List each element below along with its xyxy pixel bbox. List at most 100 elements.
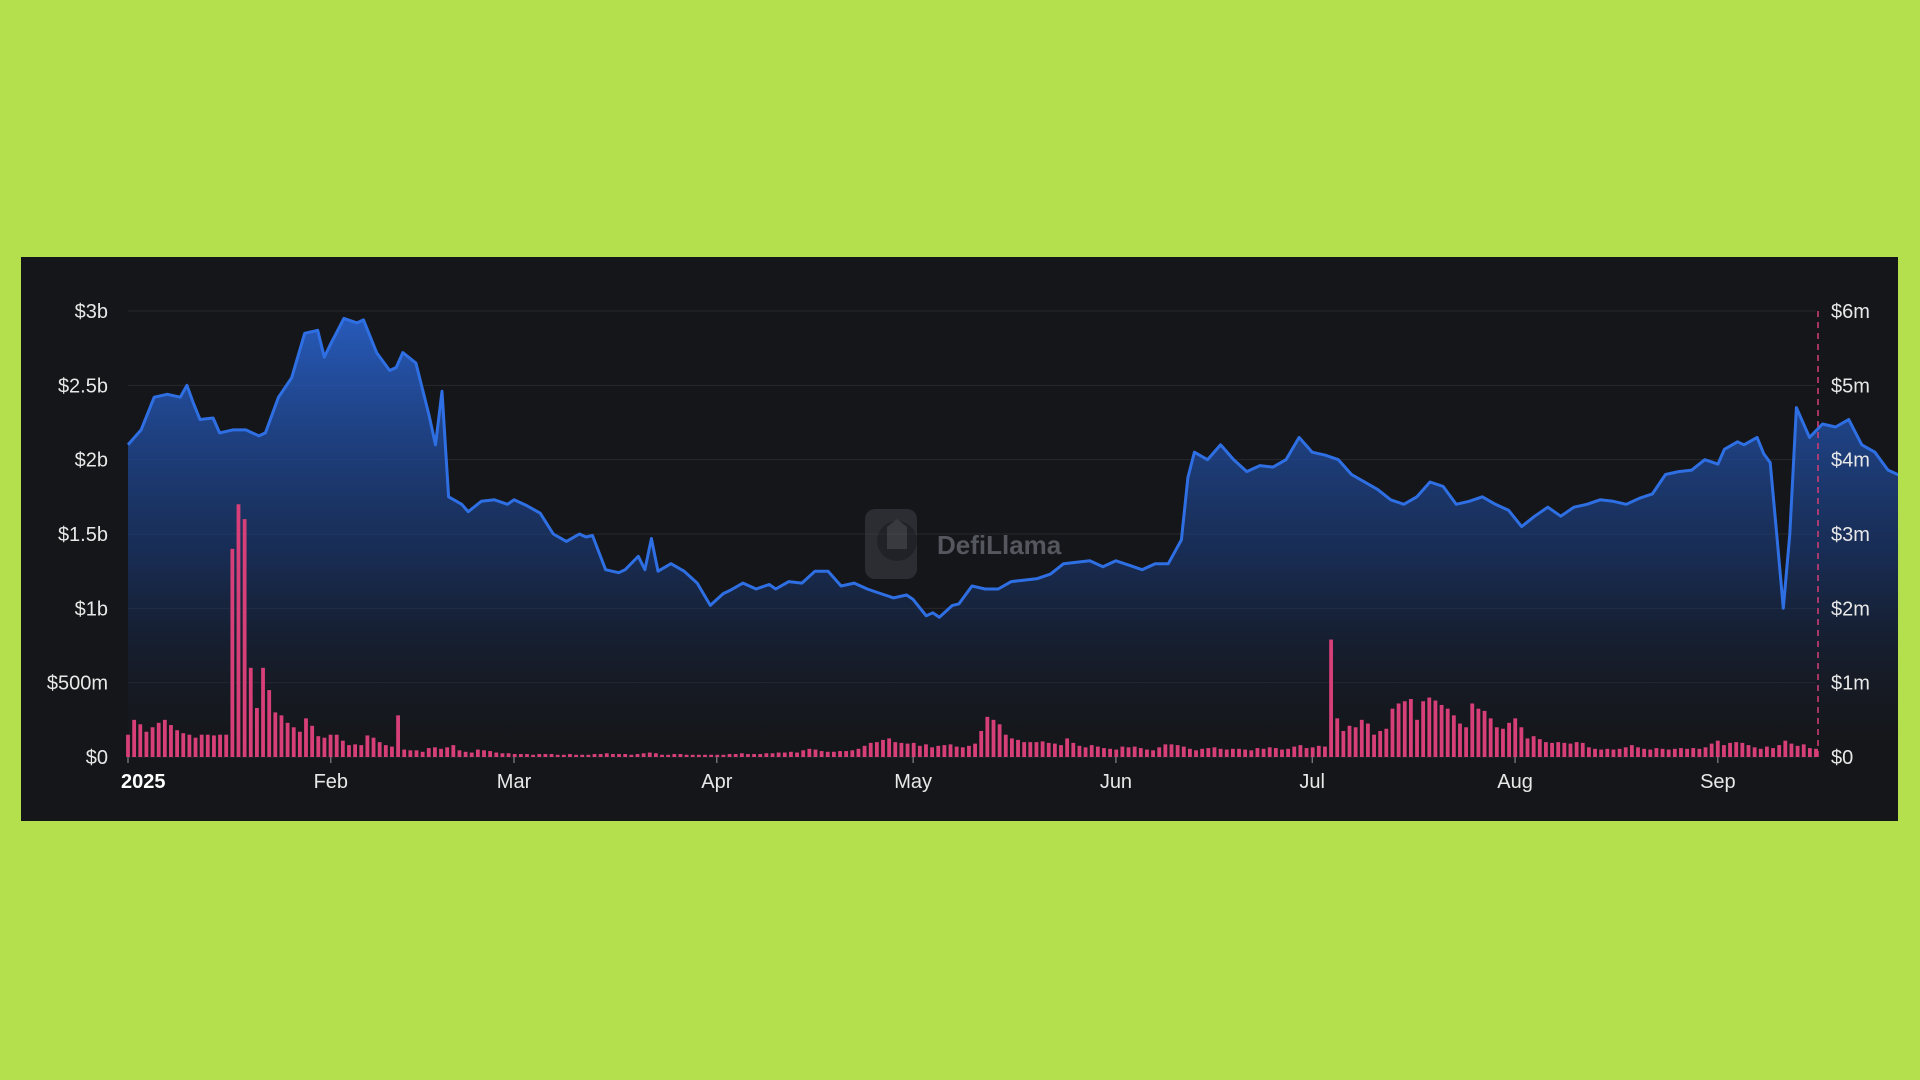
volume-bar [1378, 730, 1383, 757]
volume-bar [1267, 747, 1272, 757]
volume-bar [819, 751, 824, 757]
volume-bar [568, 754, 572, 757]
volume-bar [936, 745, 941, 757]
volume-bar [1685, 748, 1690, 757]
volume-bar [175, 730, 180, 757]
volume-bar [316, 736, 321, 757]
volume-bar [433, 747, 437, 757]
volume-bar [1329, 639, 1333, 757]
volume-bar [1501, 728, 1505, 757]
volume-bar [856, 748, 861, 757]
volume-bar [617, 754, 621, 757]
volume-bar [469, 752, 474, 757]
volume-bar [715, 754, 720, 757]
volume-bar [1734, 742, 1739, 757]
volume-bar [1286, 748, 1291, 757]
volume-bar [703, 754, 707, 757]
volume-bar [696, 754, 701, 757]
volume-bar [1666, 749, 1671, 757]
volume-bar [611, 754, 615, 757]
volume-bar [776, 752, 781, 757]
volume-bar [377, 742, 382, 757]
volume-bar [1120, 746, 1125, 757]
volume-bar [1335, 718, 1340, 757]
volume-bar [420, 751, 425, 757]
volume-bar [1752, 747, 1757, 757]
volume-bar [248, 667, 253, 757]
volume-bar [390, 746, 394, 757]
volume-bar [1427, 697, 1432, 757]
tvl-area-fill [128, 318, 1898, 757]
volume-bar [709, 754, 714, 757]
volume-bar [1396, 703, 1401, 757]
y-right-tick-label: $0 [1831, 747, 1853, 769]
volume-bar [574, 754, 578, 757]
volume-bar [1470, 703, 1475, 757]
volume-bar [850, 750, 855, 757]
volume-bar [1507, 722, 1511, 757]
y-left-tick-label: $2b [75, 450, 108, 472]
volume-bar [193, 737, 198, 757]
volume-bar [862, 745, 867, 757]
volume-bar [1629, 745, 1634, 757]
volume-bar [948, 744, 953, 757]
volume-bar [1464, 727, 1469, 757]
volume-bar [1255, 748, 1260, 757]
volume-bar [1513, 718, 1518, 757]
tvl-line [126, 316, 1898, 619]
volume-bar [549, 754, 554, 757]
chart-panel: DefiLlama $0 $500m $1b $1.5b $2b $2.5b $3b $0 $… [21, 257, 1898, 821]
volume-bar [426, 748, 431, 757]
volume-bar [1623, 747, 1628, 757]
volume-bar [1642, 748, 1647, 757]
volume-bar [525, 754, 529, 757]
volume-bar [1415, 719, 1419, 757]
x-tick-label: Mar [497, 771, 532, 793]
volume-bar [285, 722, 290, 757]
volume-bar [396, 715, 400, 757]
volume-bar [1562, 742, 1567, 757]
volume-bar [1384, 728, 1389, 757]
volume-bar [1599, 749, 1604, 757]
volume-bar [1586, 747, 1591, 757]
tvl-line-series [126, 316, 1898, 619]
volume-bar [236, 504, 241, 757]
volume-bar [555, 754, 560, 757]
x-tick-label: May [894, 771, 932, 793]
volume-bar [451, 745, 456, 757]
volume-bar [1482, 710, 1487, 757]
volume-bar [660, 754, 664, 757]
volume-bar [1163, 744, 1168, 757]
volume-bar [1237, 748, 1241, 757]
volume-bar [371, 737, 376, 757]
x-tick-label: Jun [1100, 771, 1132, 793]
volume-bar [1046, 742, 1051, 757]
y-axis-left: $0 $500m $1b $1.5b $2b $2.5b $3b [47, 301, 108, 769]
volume-bar [512, 754, 517, 757]
volume-bar [1126, 747, 1131, 757]
volume-bar [1169, 744, 1174, 757]
watermark: DefiLlama [865, 509, 1062, 579]
volume-bar [813, 749, 818, 757]
volume-bar [1108, 748, 1113, 757]
volume-bar [383, 745, 388, 757]
volume-bar [960, 747, 965, 757]
volume-bar [408, 750, 413, 757]
volume-bar [1402, 701, 1407, 757]
volume-bar [1323, 746, 1327, 757]
volume-bar [187, 734, 192, 757]
volume-bar [1703, 747, 1708, 757]
volume-bar [1077, 745, 1082, 757]
volume-bar [991, 719, 996, 757]
volume-bar [629, 754, 634, 757]
volume-bar [475, 749, 480, 757]
defillama-logo-icon [865, 509, 917, 579]
volume-bar [1777, 745, 1782, 757]
volume-bar [942, 745, 947, 757]
volume-bar [1476, 708, 1481, 757]
volume-bar [604, 753, 609, 757]
volume-bar [782, 752, 787, 757]
volume-bar [1728, 742, 1732, 757]
volume-bar [764, 753, 769, 757]
volume-bar [678, 754, 683, 757]
